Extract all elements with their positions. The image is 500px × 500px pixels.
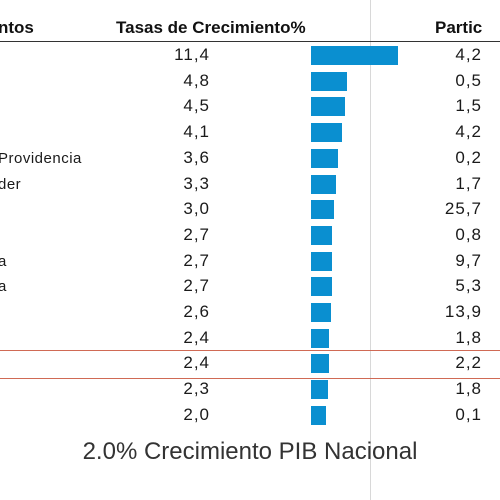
share-value: 0,2 [455, 147, 482, 167]
row-label: der [0, 175, 22, 193]
bar [311, 251, 332, 271]
rate-value: 2,7 [183, 250, 210, 270]
header-participacion: Partic [435, 18, 483, 37]
rate-value: 2,7 [183, 276, 210, 296]
share-value: 2,2 [455, 353, 482, 373]
bar [311, 200, 334, 220]
bar [311, 380, 329, 400]
row-label: Providencia [0, 149, 82, 167]
highlight-line-bottom [0, 378, 500, 380]
bar [311, 225, 332, 245]
bar [311, 46, 398, 65]
rate-value: 2,0 [183, 404, 210, 424]
highlight-line-top [0, 350, 500, 352]
rate-value: 3,3 [183, 173, 210, 193]
header-tasas-crecimiento: Tasas de Crecimiento% [116, 18, 306, 37]
bar [311, 97, 346, 117]
bar [311, 148, 339, 168]
header-departamentos: ntos [0, 18, 34, 37]
bar [311, 277, 332, 297]
share-value: 1,5 [455, 96, 482, 116]
rate-value: 2,4 [183, 353, 210, 373]
rate-value: 11,4 [174, 45, 210, 64]
rate-value: 4,8 [183, 70, 210, 90]
share-value: 4,2 [455, 45, 482, 64]
rate-value: 4,5 [183, 96, 210, 116]
row-label: a [0, 252, 7, 270]
share-value: 13,9 [444, 302, 482, 321]
rate-value: 3,6 [183, 147, 210, 167]
share-value: 4,2 [455, 122, 482, 142]
rate-value: 4,1 [183, 122, 210, 142]
bar [311, 328, 330, 348]
frame-divider [370, 0, 371, 500]
footer-caption: 2.0% Crecimiento PIB Nacional [82, 438, 418, 465]
row-label: a [0, 278, 7, 296]
rate-value: 3,0 [183, 199, 210, 219]
bar [311, 303, 331, 322]
share-value: 5,3 [455, 276, 482, 296]
rate-value: 2,6 [183, 302, 210, 321]
share-value: 1,8 [455, 327, 482, 347]
bar [311, 354, 330, 374]
bar [311, 405, 327, 425]
rate-value: 2,4 [183, 327, 210, 347]
bar [311, 123, 343, 143]
share-value: 9,7 [455, 250, 482, 270]
bar [311, 174, 337, 194]
rate-value: 2,7 [183, 224, 210, 244]
bar [311, 71, 348, 91]
header-rule [0, 41, 500, 42]
share-value: 0,1 [455, 404, 482, 424]
share-value: 0,8 [455, 224, 482, 244]
share-value: 1,7 [455, 173, 482, 193]
share-value: 0,5 [455, 70, 482, 90]
rate-value: 2,3 [183, 379, 210, 399]
share-value: 1,8 [455, 379, 482, 399]
share-value: 25,7 [444, 199, 482, 219]
